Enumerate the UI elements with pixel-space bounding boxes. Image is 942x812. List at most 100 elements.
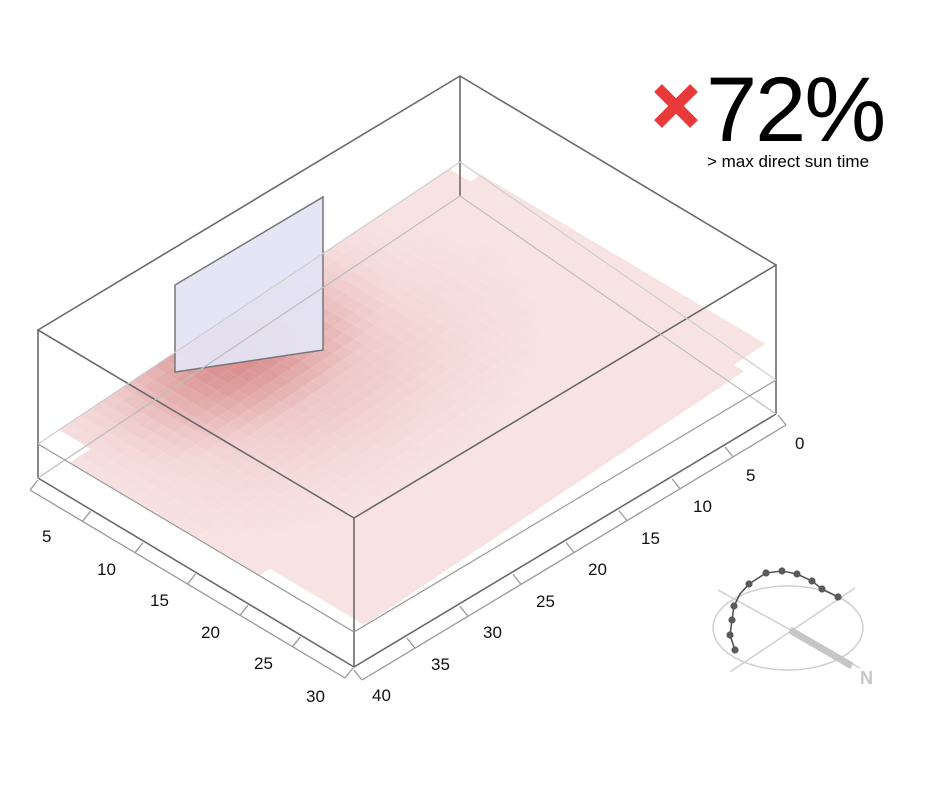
heat-cell [153,412,176,426]
heat-cell [565,417,587,431]
heat-cell [333,279,355,293]
heat-cell [491,320,513,334]
heat-cell [269,455,291,469]
heat-cell [280,421,302,435]
heat-cell [564,470,586,485]
heat-cell [438,288,460,303]
heat-cell [227,469,249,484]
heat-cell [227,456,249,470]
heat-cell [702,365,724,380]
heat-cell [227,429,249,444]
heat-cell [575,277,597,291]
heat-cell [428,389,450,403]
heat-cell [301,540,323,554]
heat-cell [723,364,745,379]
heat-cell [533,411,555,426]
heat-cell [143,406,165,420]
heat-cell [333,346,355,360]
heat-cell [396,370,418,384]
heat-cell [248,362,270,376]
heat-cell [575,370,597,384]
heat-cell [364,404,386,419]
heat-cell [417,183,439,197]
heat-cell [522,392,544,406]
heat-cell [364,298,387,312]
heat-cell [227,496,249,510]
heat-cell [523,312,545,326]
heat-cell [406,376,429,390]
left-tick-label: 10 [97,560,116,579]
heat-cell [238,476,260,490]
heat-cell [522,458,544,473]
heat-cell [670,333,692,347]
heat-cell [343,312,365,326]
heat-cell [238,489,260,503]
heat-cell [185,391,207,405]
heat-cell [438,448,460,463]
heat-cell [575,463,597,477]
heat-cell [586,336,608,351]
heat-cell [554,291,576,305]
heat-cell [343,418,365,433]
heat-cell [459,474,481,488]
heat-cell [575,250,597,264]
heat-cell [354,438,376,452]
heat-cell [417,396,439,410]
heat-cell [364,591,386,605]
heat-cell [417,516,439,530]
heat-cell [175,385,197,399]
heat-cell [480,527,502,541]
heat-cell [628,268,650,282]
heat-cell [681,299,703,314]
heat-cell [586,310,608,324]
heat-cell [681,366,703,380]
heat-cell [438,182,460,196]
heat-cell [438,555,460,569]
heat-cell [195,517,218,531]
heat-cell [385,590,407,604]
heat-cell [480,340,502,354]
heat-cell [628,428,650,442]
heat-cell [396,343,418,358]
heat-cell [343,405,365,419]
heat-cell [723,325,745,339]
heat-cell [280,514,302,528]
heat-cell [480,460,502,474]
axis-tick [29,479,39,491]
heat-cell [501,273,524,287]
heat-cell [407,256,429,271]
right-tick-label: 5 [746,466,755,485]
heat-cell [259,448,281,463]
heat-cell [217,383,239,398]
heat-cell [301,380,323,394]
heat-cell [396,277,418,291]
heat-cell [691,346,713,360]
heat-cell [301,500,323,514]
heat-cell [565,230,587,245]
heat-cell [174,465,197,479]
axis-tick [459,605,469,617]
heat-cell [659,354,682,368]
heat-cell [438,262,460,276]
heat-cell [153,452,175,466]
heat-cell [375,570,397,585]
heat-cell [196,384,218,398]
heat-cell [227,389,249,404]
left-tick-label: 20 [201,623,220,642]
heat-cell [428,242,450,257]
heat-cell [301,580,323,594]
heat-cell [596,382,618,397]
heat-cell [280,461,302,475]
heat-cell [301,353,323,368]
heat-cell [90,415,112,429]
heat-cell [269,415,291,429]
heat-cell [290,560,312,575]
heat-cell [333,399,355,413]
heat-cell [185,431,207,445]
heat-cell [406,563,428,577]
heat-cell [607,269,629,283]
heat-cell [512,399,534,413]
heat-cell [343,245,366,260]
heat-cell [375,251,397,265]
heat-cell [417,502,439,517]
